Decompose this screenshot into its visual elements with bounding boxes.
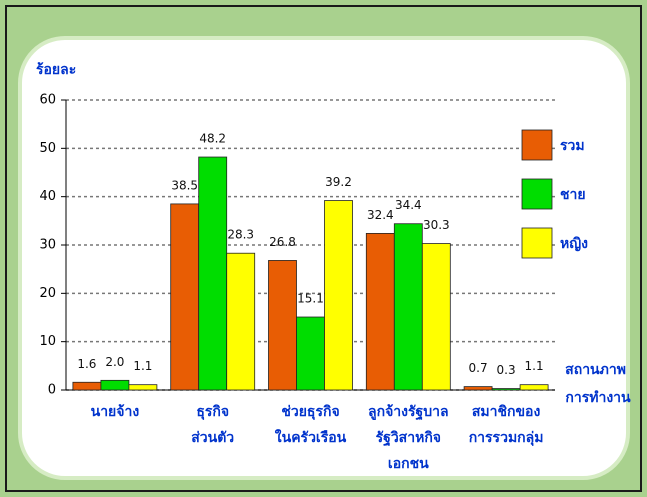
legend-swatch: [521, 178, 553, 210]
x-tick-label-line: เอกชน: [388, 456, 429, 472]
bar: [491, 388, 521, 391]
x-tick-label-line: ลูกจ้างรัฐบาล: [368, 404, 449, 421]
y-tick-label: 30: [39, 238, 56, 253]
value-label: 1.1: [525, 359, 544, 373]
x-tick-label: ลูกจ้างรัฐบาลรัฐวิสาหกิจเอกชน: [368, 404, 449, 472]
y-tick-label: 50: [39, 141, 56, 156]
value-label: 15.1: [297, 292, 324, 306]
legend-label: ชาย: [560, 187, 586, 203]
bar: [100, 379, 130, 391]
bar: [268, 260, 297, 391]
x-tick-label-line: นายจ้าง: [91, 404, 140, 420]
legend-swatch: [521, 227, 553, 259]
value-label: 48.2: [199, 132, 226, 146]
bar: [296, 316, 325, 391]
value-label: 32.4: [367, 208, 394, 222]
y-tick-label: 40: [39, 189, 56, 204]
bar: [198, 156, 228, 391]
x-tick-label-line: ช่วยธุรกิจ: [281, 404, 339, 420]
x-axis-label-line: การทำงาน: [565, 390, 631, 406]
x-tick-label: นายจ้าง: [91, 404, 140, 420]
x-tick-label: ช่วยธุรกิจในครัวเรือน: [275, 404, 347, 446]
x-tick-label-line: ธุรกิจ: [196, 404, 229, 420]
y-axis-label: ร้อยละ: [36, 62, 76, 78]
y-tick-label: 10: [39, 334, 56, 349]
x-tick-label: สมาชิกของการรวมกลุ่ม: [469, 404, 544, 446]
x-tick-label-line: การรวมกลุ่ม: [469, 430, 544, 446]
y-tick-label: 0: [48, 383, 56, 398]
legend-label: รวม: [560, 138, 585, 154]
x-tick-label-line: รัฐวิสาหกิจ: [376, 430, 441, 447]
value-label: 0.3: [497, 363, 516, 377]
value-label: 28.3: [227, 228, 254, 242]
x-tick-label: ธุรกิจส่วนตัว: [191, 404, 234, 446]
value-label: 26.8: [269, 235, 296, 249]
bar: [463, 386, 493, 391]
value-label: 39.2: [325, 175, 352, 189]
legend-swatch: [521, 129, 553, 161]
bar: [128, 384, 158, 391]
x-tick-label-line: ในครัวเรือน: [275, 428, 347, 446]
x-axis-label-line: สถานภาพ: [565, 362, 626, 378]
bar: [170, 203, 200, 391]
bar: [72, 381, 102, 391]
y-tick-label: 60: [39, 93, 56, 108]
value-label: 30.3: [423, 218, 450, 232]
value-label: 34.4: [395, 198, 422, 212]
bar: [421, 243, 451, 391]
frame: [5, 5, 642, 492]
x-tick-label-line: ส่วนตัว: [191, 430, 234, 446]
value-label: 38.5: [171, 178, 198, 192]
y-tick-label: 20: [39, 286, 56, 301]
x-axis-label: สถานภาพ การทำงาน: [565, 362, 631, 406]
x-tick-label-line: สมาชิกของ: [472, 404, 541, 420]
value-label: 0.7: [469, 361, 488, 375]
bar: [226, 252, 256, 391]
value-label: 2.0: [105, 355, 124, 369]
value-label: 1.1: [133, 359, 152, 373]
bar: [519, 384, 549, 391]
bar: [393, 223, 423, 391]
bar: [324, 200, 353, 391]
value-label: 1.6: [77, 357, 96, 371]
bar: [365, 232, 395, 391]
legend-label: หญิง: [560, 236, 588, 252]
